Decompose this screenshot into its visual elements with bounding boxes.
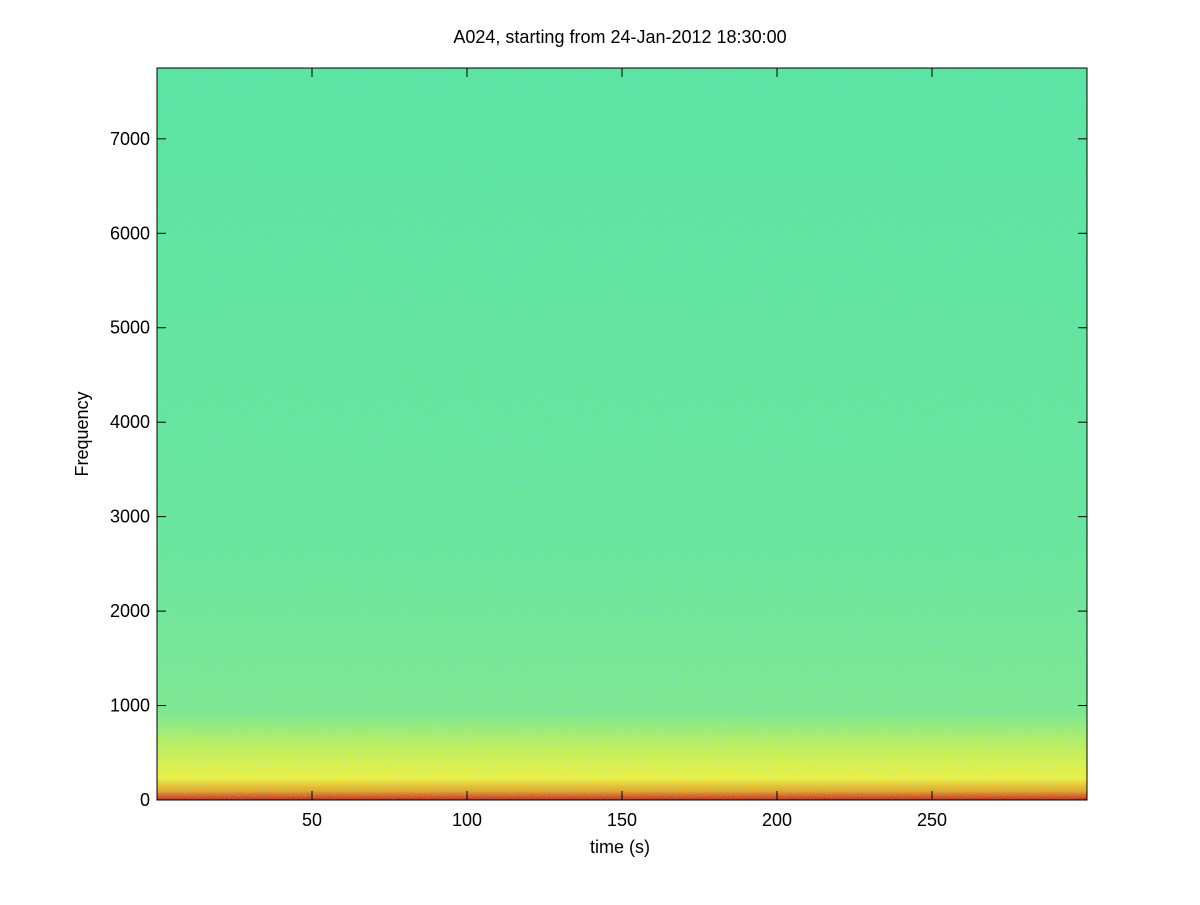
y-tick-label: 1000 xyxy=(110,696,150,716)
chart-title: A024, starting from 24-Jan-2012 18:30:00 xyxy=(453,27,786,47)
x-tick-label: 200 xyxy=(762,810,792,830)
x-tick-label: 100 xyxy=(452,810,482,830)
y-tick-label: 5000 xyxy=(110,318,150,338)
y-tick-label: 4000 xyxy=(110,412,150,432)
x-tick-label: 50 xyxy=(302,810,322,830)
y-tick-label: 7000 xyxy=(110,129,150,149)
y-tick-label: 6000 xyxy=(110,223,150,243)
plot-area xyxy=(156,67,1088,801)
x-axis-label: time (s) xyxy=(590,837,650,857)
y-axis-label: Frequency xyxy=(72,391,92,476)
y-tick-label: 0 xyxy=(140,790,150,810)
spectrogram-texture xyxy=(157,68,1087,800)
x-tick-label: 150 xyxy=(607,810,637,830)
y-tick-label: 3000 xyxy=(110,507,150,527)
y-tick-label: 2000 xyxy=(110,601,150,621)
x-tick-label: 250 xyxy=(917,810,947,830)
